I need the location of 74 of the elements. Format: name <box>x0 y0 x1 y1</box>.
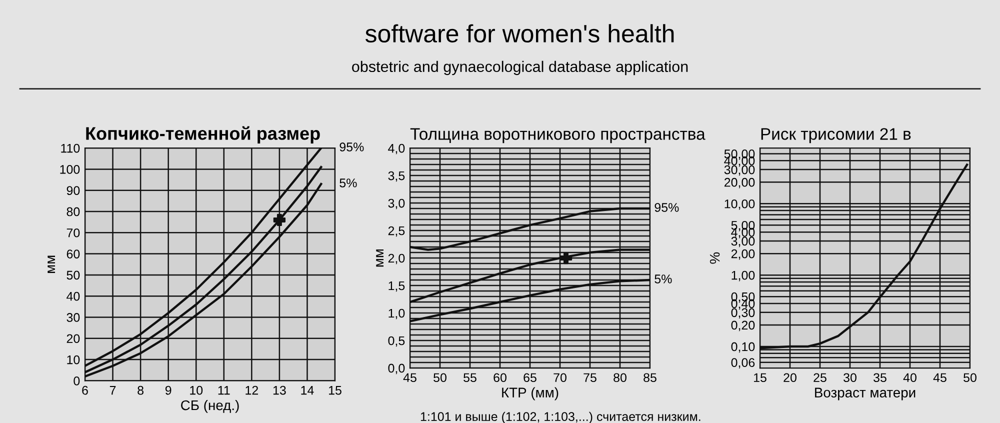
y-tick-label: 1,0 <box>388 308 405 320</box>
y-tick-label: 0,5 <box>388 336 405 347</box>
x-tick-label: 20 <box>784 373 796 382</box>
y-axis-title: % <box>710 252 720 264</box>
x-tick-label: 55 <box>464 373 476 382</box>
x-tick-label: 40 <box>903 373 916 382</box>
y-axis-title: мм <box>48 256 56 273</box>
x-tick-label: 8 <box>138 386 144 395</box>
x-tick-label: 50 <box>964 373 976 382</box>
x-tick-label: 13 <box>273 386 286 395</box>
x-tick-label: 10 <box>190 386 203 395</box>
y-tick-label: 100 <box>60 165 80 174</box>
x-tick-label: 12 <box>246 386 258 395</box>
y-tick-label: 2,00 <box>731 249 755 260</box>
x-tick-label: 15 <box>329 386 342 395</box>
series-label: 95% <box>654 203 679 212</box>
y-tick-label: 1,5 <box>388 281 405 292</box>
y-tick-label: 2,5 <box>388 226 405 237</box>
y-tick-label: 70 <box>66 228 80 238</box>
x-tick-label: 15 <box>754 373 766 382</box>
y-tick-label: 10,00 <box>724 199 755 210</box>
x-tick-label: 30 <box>844 373 856 382</box>
x-axis-title: СБ (нед.) <box>181 400 239 413</box>
x-tick-label: 11 <box>218 386 230 395</box>
x-axis-title: Возраст матери <box>815 388 916 400</box>
x-tick-label: 14 <box>301 386 314 395</box>
y-tick-label: 30 <box>66 313 80 322</box>
x-axis-title: КТР (мм) <box>502 387 558 400</box>
text: obstetric and gynaecological database application <box>352 60 688 76</box>
y-tick-label: 30,00 <box>724 165 755 176</box>
x-tick-label: 35 <box>874 373 886 382</box>
y-tick-label: 20 <box>66 334 80 344</box>
chart-title: Копчико-теменной размер <box>86 126 320 144</box>
y-tick-label: 0,06 <box>731 358 755 368</box>
x-tick-label: 60 <box>494 373 506 382</box>
x-tick-label: 65 <box>524 373 536 382</box>
x-tick-label: 80 <box>614 373 626 382</box>
series-label: 95% <box>340 142 364 152</box>
y-tick-label: 2,0 <box>388 254 405 264</box>
series-label: 5% <box>340 178 357 188</box>
y-tick-label: 50 <box>66 270 80 280</box>
text: software for women's health <box>365 24 674 43</box>
x-tick-label: 9 <box>165 386 172 395</box>
y-axis-title: мм <box>376 249 384 267</box>
y-tick-label: 110 <box>61 144 80 153</box>
x-tick-label: 6 <box>82 386 88 395</box>
x-tick-label: 75 <box>584 373 596 382</box>
y-tick-label: 0,20 <box>731 320 755 332</box>
y-tick-label: 0 <box>74 376 80 386</box>
chart-title: Толщина воротникового пространства <box>410 128 706 144</box>
y-tick-label: 0,10 <box>731 342 755 353</box>
y-tick-label: 20,00 <box>724 178 755 188</box>
x-tick-label: 50 <box>434 373 446 382</box>
y-tick-label: 0,0 <box>388 364 405 374</box>
y-tick-label: 3,00 <box>731 236 755 248</box>
y-tick-label: 1,00 <box>732 270 755 282</box>
chart-title: Риск трисомии 21 в <box>761 128 911 144</box>
y-tick-label: 80 <box>66 207 80 216</box>
text: 1:101 и выше (1:102, 1:103,...) считается низким. <box>420 412 700 423</box>
y-tick-label: 3,0 <box>388 198 405 210</box>
y-tick-label: 60 <box>66 250 80 258</box>
y-tick-label: 10 <box>67 355 80 364</box>
x-tick-label: 45 <box>403 373 416 382</box>
y-tick-label: 40 <box>66 292 80 301</box>
x-tick-label: 45 <box>933 373 946 382</box>
x-tick-label: 7 <box>110 386 116 395</box>
x-tick-label: 25 <box>814 373 826 382</box>
y-tick-label: 90 <box>66 186 80 195</box>
series-label: 5% <box>654 274 672 284</box>
y-tick-label: 0,30 <box>731 308 755 319</box>
y-tick-label: 4,0 <box>388 144 405 154</box>
y-tick-label: 3,5 <box>388 171 405 182</box>
x-tick-label: 70 <box>554 373 566 382</box>
x-tick-label: 85 <box>644 373 656 382</box>
